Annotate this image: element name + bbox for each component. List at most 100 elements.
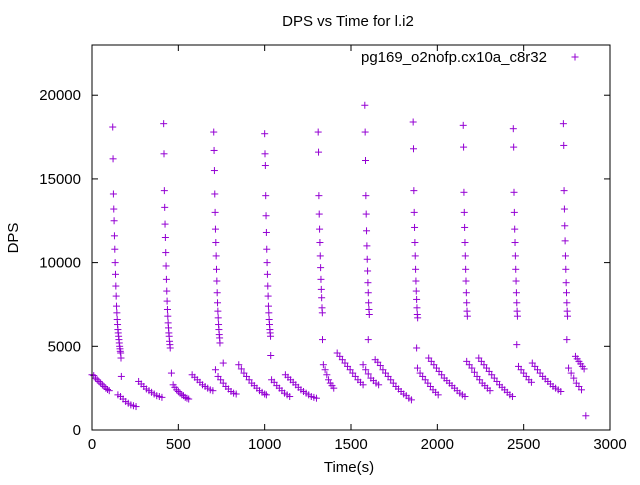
plot-frame: [91, 44, 611, 431]
data-point: [364, 267, 372, 275]
data-point: [563, 299, 571, 307]
data-point: [264, 282, 272, 290]
data-point: [363, 227, 371, 235]
data-point: [317, 275, 325, 283]
data-point: [315, 148, 323, 156]
data-point: [323, 371, 331, 379]
legend: pg169_o2nofp.cx10a_c8r32: [361, 49, 579, 66]
data-point: [111, 259, 119, 267]
data-point: [376, 362, 384, 370]
data-point: [362, 157, 370, 164]
data-point: [364, 336, 372, 344]
data-point: [160, 150, 168, 158]
data-point: [163, 297, 171, 305]
data-point: [267, 332, 275, 340]
data-point: [117, 354, 125, 362]
data-point: [582, 412, 590, 420]
data-point: [321, 366, 329, 374]
data-point: [462, 265, 470, 273]
data-point: [561, 222, 569, 230]
data-point: [212, 265, 220, 273]
data-point: [110, 205, 118, 213]
data-point: [262, 391, 270, 399]
data-point: [509, 125, 517, 133]
data-point: [560, 187, 568, 195]
data-point: [563, 336, 571, 344]
data-point: [315, 192, 323, 200]
data-point: [460, 208, 468, 216]
data-point: [407, 396, 415, 404]
data-point: [261, 150, 269, 158]
x-tick-label: 3000: [593, 436, 626, 453]
data-point: [183, 394, 191, 402]
data-point: [109, 190, 117, 198]
data-point: [511, 252, 519, 260]
data-point: [461, 252, 469, 260]
data-point: [212, 252, 220, 260]
data-point: [361, 101, 369, 109]
data-point: [209, 387, 217, 395]
data-point: [214, 299, 222, 307]
data-point: [181, 393, 189, 401]
data-point: [213, 289, 221, 297]
data-point: [319, 336, 327, 344]
data-point: [510, 143, 518, 151]
data-point: [286, 393, 294, 401]
data-point: [263, 259, 271, 267]
data-point: [470, 368, 478, 376]
data-point: [460, 143, 468, 151]
axis-ticks: 0 500 1000 1500 2000 2500 3000 0 5000 10000 15000 2…: [39, 45, 627, 453]
data-point: [164, 312, 172, 320]
x-axis-label: Time(s): [324, 459, 374, 476]
data-point: [565, 364, 573, 372]
data-point: [113, 309, 121, 317]
data-point: [510, 188, 518, 196]
data-point: [513, 312, 521, 320]
data-point: [512, 265, 520, 273]
data-point: [210, 128, 218, 136]
data-point: [463, 299, 471, 307]
data-point: [510, 208, 518, 216]
data-point: [316, 252, 324, 260]
data-point: [314, 128, 322, 136]
data-point: [364, 289, 372, 297]
data-point: [564, 312, 572, 320]
data-point: [460, 188, 468, 196]
data-point: [174, 388, 182, 395]
data-point: [508, 393, 516, 401]
data-point: [110, 232, 118, 240]
data-point: [511, 239, 519, 247]
data-point: [316, 225, 324, 233]
data-point: [362, 192, 370, 200]
data-point: [413, 364, 421, 372]
legend-marker: [571, 53, 579, 61]
x-tick-label: 1000: [248, 436, 281, 453]
data-point: [111, 245, 119, 253]
data-point: [560, 205, 568, 213]
data-point: [264, 292, 272, 300]
data-point: [132, 403, 140, 411]
data-point: [113, 302, 121, 310]
data-point: [561, 252, 569, 260]
data-point: [261, 390, 269, 398]
data-point: [364, 279, 372, 287]
data-point: [111, 270, 119, 278]
data-point: [267, 352, 275, 360]
data-point: [317, 285, 325, 293]
data-point: [560, 141, 568, 149]
data-point: [562, 279, 570, 287]
legend-marker-plus: [571, 53, 579, 61]
legend-label: pg169_o2nofp.cx10a_c8r32: [361, 49, 547, 66]
data-point: [109, 123, 117, 131]
data-point: [214, 307, 222, 315]
y-tick-label: 20000: [39, 87, 81, 104]
data-point: [512, 277, 520, 285]
data-point: [409, 118, 417, 126]
data-point: [527, 378, 535, 386]
data-point: [112, 292, 120, 300]
data-point: [312, 394, 320, 402]
x-tick-label: 500: [166, 436, 191, 453]
data-point: [315, 210, 323, 218]
data-point: [562, 265, 570, 273]
